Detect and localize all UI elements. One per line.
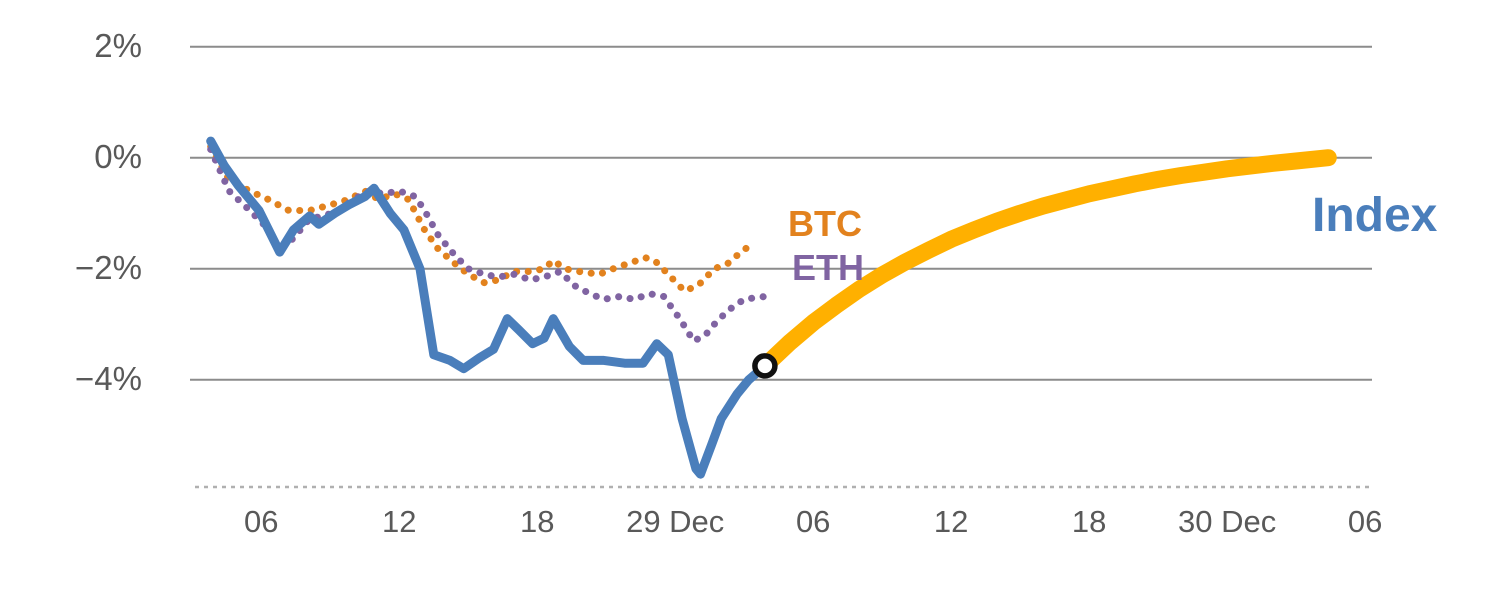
- y-tick-label: 0%: [94, 137, 142, 175]
- x-tick-label: 06: [1347, 504, 1383, 539]
- series-line-forecast: [756, 149, 1337, 375]
- x-tick-label: 06: [795, 504, 831, 539]
- eth-series-label: ETH: [792, 247, 864, 288]
- x-tick-label: 18: [1071, 504, 1107, 539]
- y-tick-label: −2%: [75, 248, 142, 286]
- x-tick-label: 30 Dec: [1177, 504, 1277, 539]
- y-tick-label: −4%: [75, 359, 142, 397]
- btc-series-label: BTC: [788, 203, 862, 244]
- series-line-index: [206, 136, 770, 479]
- index-series-label: Index: [1312, 189, 1438, 242]
- x-tick-label: 06: [244, 504, 279, 539]
- y-tick-label: 2%: [94, 26, 142, 64]
- series-line-btc: [207, 143, 760, 295]
- x-tick-label: 12: [382, 504, 417, 539]
- x-tick-label: 12: [933, 504, 969, 539]
- x-tick-label: 18: [519, 504, 555, 539]
- series-line-eth: [207, 145, 769, 345]
- x-tick-label: 29 Dec: [626, 504, 725, 539]
- forecast-start-marker: [752, 353, 778, 379]
